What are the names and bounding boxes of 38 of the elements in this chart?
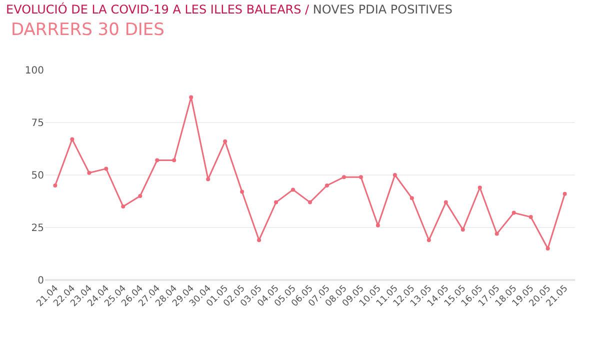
point: [478, 186, 482, 190]
chart-title: EVOLUCIÓ DE LA COVID-19 A LES ILLES BALEARS / NOVES PDIA POSITIVES: [6, 1, 452, 16]
point: [308, 200, 312, 204]
point: [460, 228, 465, 232]
point: [121, 204, 126, 208]
y-tick-label: 75: [31, 118, 44, 129]
point: [70, 137, 74, 142]
point: [376, 223, 380, 228]
point: [172, 158, 176, 162]
y-tick-label: 25: [31, 223, 44, 234]
point: [257, 238, 262, 242]
point: [138, 194, 142, 198]
point: [444, 200, 448, 204]
point: [546, 246, 550, 250]
point: [223, 139, 228, 144]
chart-subtitle: DARRERS 30 DIES: [11, 20, 164, 40]
point: [410, 196, 414, 200]
point: [189, 95, 194, 100]
point: [512, 210, 516, 215]
point: [104, 166, 108, 171]
point: [342, 175, 346, 180]
point: [87, 170, 92, 175]
y-tick-label: 50: [31, 170, 44, 182]
point: [494, 232, 499, 236]
y-tick-label: 100: [24, 66, 44, 76]
y-tick-label: 0: [38, 276, 44, 286]
point: [562, 192, 567, 196]
point: [274, 200, 278, 204]
point: [206, 177, 210, 182]
point: [53, 184, 58, 188]
point: [324, 184, 329, 188]
point: [291, 188, 296, 192]
point: [528, 215, 533, 219]
point: [392, 173, 397, 177]
point: [358, 175, 363, 180]
point: [240, 190, 244, 194]
point: [426, 238, 431, 242]
point: [155, 158, 160, 162]
